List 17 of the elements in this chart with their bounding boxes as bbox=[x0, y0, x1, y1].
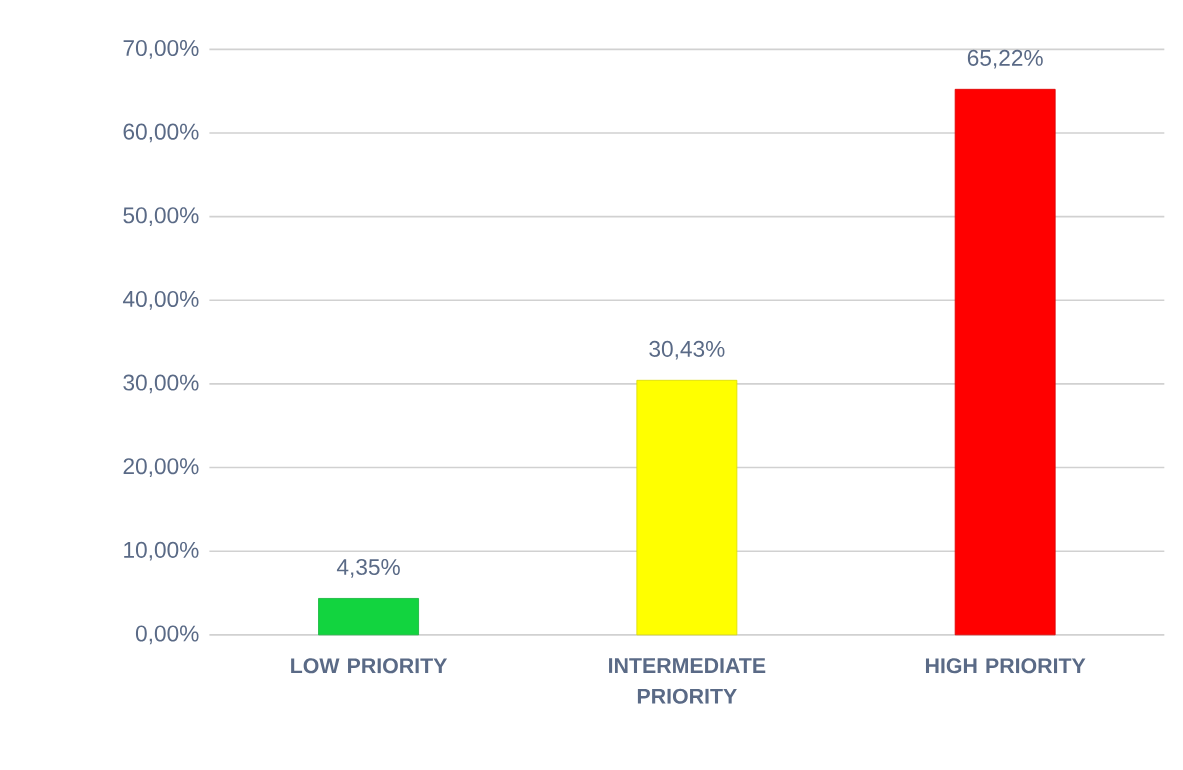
bar bbox=[318, 598, 419, 636]
x-tick-label: INTERMEDIATE PRIORITY bbox=[609, 658, 766, 705]
data-label: 65,22% bbox=[967, 50, 1043, 69]
y-tick-label: 10,00% bbox=[124, 542, 199, 561]
data-label: 30,43% bbox=[649, 341, 725, 360]
y-tick-label: 50,00% bbox=[123, 207, 199, 227]
x-tick-label: HIGH PRIORITY bbox=[925, 658, 1086, 674]
y-tick-label: 60,00% bbox=[123, 123, 199, 143]
y-tick-label: 30,00% bbox=[123, 374, 199, 394]
y-tick-label: 40,00% bbox=[122, 291, 199, 310]
y-tick-label: 70,00% bbox=[123, 40, 199, 59]
bar bbox=[954, 89, 1056, 636]
y-tick-label: 20,00% bbox=[123, 458, 199, 478]
x-tick-label: LOW PRIORITY bbox=[291, 658, 448, 674]
y-tick-label: 0,00% bbox=[135, 625, 199, 645]
data-label: 4,35% bbox=[336, 559, 400, 578]
bar bbox=[636, 380, 738, 636]
